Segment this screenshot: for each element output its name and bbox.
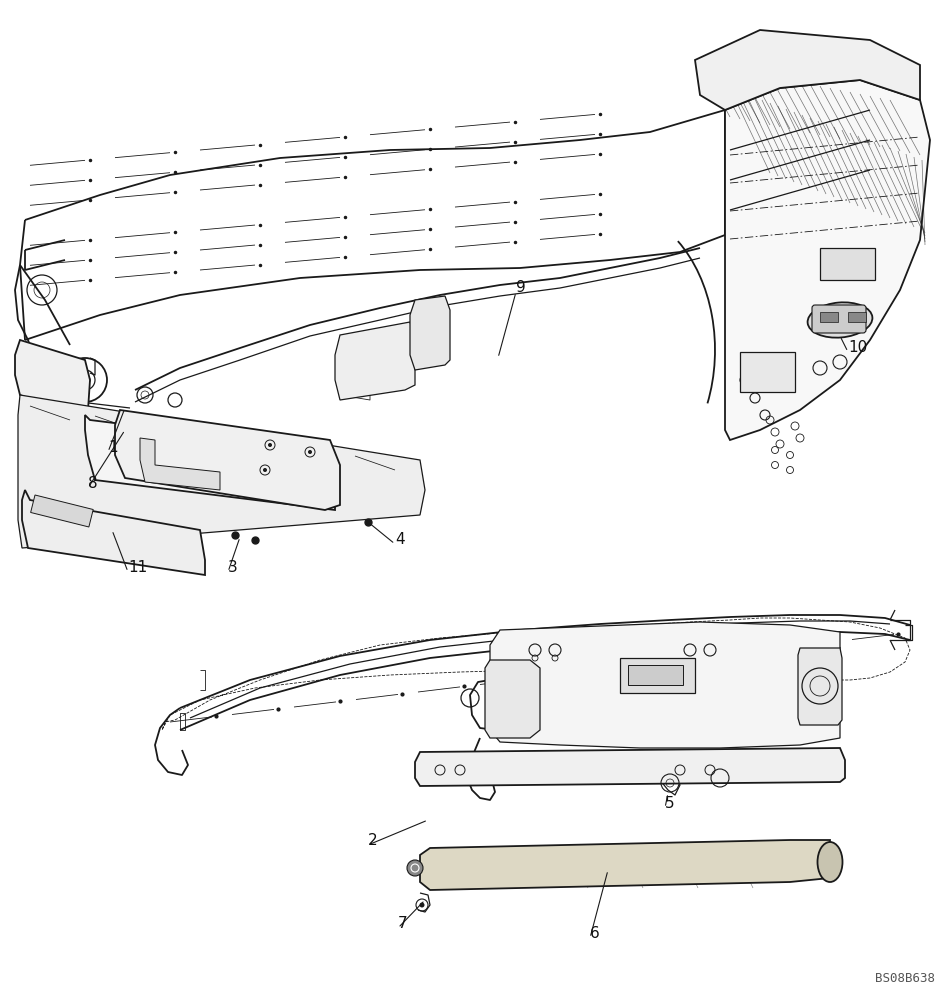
Bar bbox=[620, 658, 695, 693]
Polygon shape bbox=[490, 622, 840, 748]
Polygon shape bbox=[22, 490, 205, 575]
Text: 3: 3 bbox=[228, 560, 238, 575]
Bar bbox=[31, 495, 93, 527]
Polygon shape bbox=[725, 80, 930, 440]
Text: 8: 8 bbox=[88, 476, 98, 491]
Text: 6: 6 bbox=[590, 926, 600, 941]
Polygon shape bbox=[85, 415, 335, 510]
Text: 5: 5 bbox=[665, 796, 675, 811]
Text: BS08B638: BS08B638 bbox=[875, 972, 935, 985]
Text: 11: 11 bbox=[128, 560, 148, 575]
Bar bbox=[628, 665, 683, 685]
Bar bbox=[848, 312, 866, 322]
Polygon shape bbox=[415, 748, 845, 786]
Polygon shape bbox=[15, 340, 90, 415]
Text: 10: 10 bbox=[848, 340, 868, 355]
Circle shape bbox=[407, 860, 423, 876]
Polygon shape bbox=[420, 840, 830, 890]
FancyBboxPatch shape bbox=[812, 305, 866, 333]
Circle shape bbox=[268, 443, 272, 447]
Polygon shape bbox=[410, 296, 450, 370]
Text: 2: 2 bbox=[368, 833, 378, 848]
Bar bbox=[820, 312, 838, 322]
Text: 1: 1 bbox=[108, 440, 118, 455]
Polygon shape bbox=[115, 410, 340, 510]
Text: 7: 7 bbox=[398, 916, 408, 931]
Circle shape bbox=[263, 468, 267, 472]
Ellipse shape bbox=[818, 842, 842, 882]
Polygon shape bbox=[140, 438, 220, 490]
Circle shape bbox=[419, 902, 425, 908]
Polygon shape bbox=[335, 322, 415, 400]
Polygon shape bbox=[798, 648, 842, 725]
Text: 4: 4 bbox=[395, 532, 404, 547]
Circle shape bbox=[308, 450, 312, 454]
Bar bbox=[820, 248, 875, 280]
Bar bbox=[740, 352, 795, 392]
Text: 9: 9 bbox=[516, 280, 525, 295]
Polygon shape bbox=[18, 395, 425, 548]
Ellipse shape bbox=[807, 302, 872, 338]
Polygon shape bbox=[695, 30, 920, 110]
Polygon shape bbox=[485, 660, 540, 738]
Circle shape bbox=[80, 375, 90, 385]
